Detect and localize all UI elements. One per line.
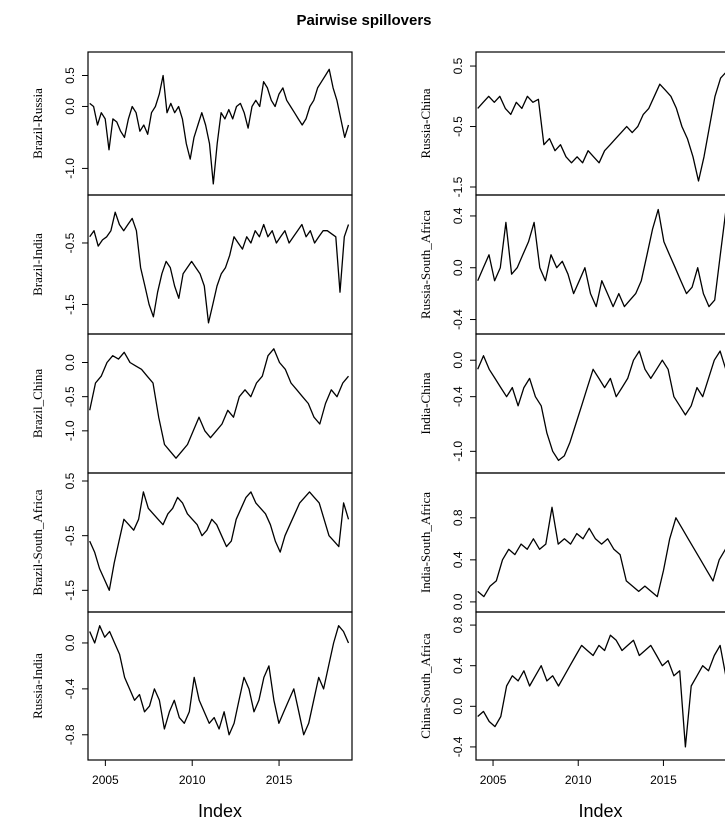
y-tick-label: -0.4 (63, 678, 77, 699)
panel-frame (87, 472, 353, 613)
panel-russia-south-africa: Russia-South_Africa -0.4 0.0 0.4 (418, 194, 725, 335)
x-axis-label: Index (578, 801, 622, 821)
panel-brazil-russia: Brazil-Russia -1.0 0.0 0.5 (30, 51, 353, 196)
panel-russia-china: Russia-China -1.5 -0.5 0.5 (418, 51, 725, 197)
y-tick-label: 0.0 (451, 593, 465, 610)
y-tick-label: -1.5 (451, 176, 465, 197)
y-tick-label: -0.5 (63, 232, 77, 253)
panel-russia-india: Russia-India -0.8 -0.4 0.0 (30, 611, 353, 761)
y-tick-label: 0.4 (451, 551, 465, 568)
y-tick-label: -1.5 (63, 294, 77, 315)
y-tick-label: -1.0 (63, 420, 77, 441)
series-line (477, 350, 725, 462)
chart-title: Pairwise spillovers (296, 12, 431, 29)
y-tick-label: 0.0 (63, 354, 77, 371)
series-line (89, 625, 350, 736)
panel-frame (475, 333, 725, 474)
y-tick-label: 0.0 (451, 698, 465, 715)
y-axis-label: Brazil-Russia (30, 88, 45, 159)
series-line (89, 211, 350, 324)
x-tick-label: 2005 (92, 773, 119, 787)
series-line (477, 72, 725, 182)
y-tick-label: 0.0 (63, 634, 77, 651)
panel-frame (475, 611, 725, 761)
series-line (89, 491, 350, 591)
panel-frame (87, 333, 353, 474)
series-line (89, 348, 349, 459)
y-tick-label: 0.5 (63, 472, 77, 489)
panel-brazil-india: Brazil-India -1.5 -0.5 (30, 194, 353, 335)
y-tick-label: 0.4 (451, 207, 465, 224)
x-tick-label: 2015 (650, 773, 677, 787)
y-tick-label: -1.0 (451, 441, 465, 462)
panel-frame (475, 194, 725, 335)
y-axis-label: Brazil-India (30, 233, 45, 296)
y-tick-label: 0.8 (451, 509, 465, 526)
y-axis-label: China-South_Africa (418, 633, 433, 739)
y-tick-label: -0.5 (451, 116, 465, 137)
y-axis-label: India-China (418, 372, 433, 434)
panel-brazil-south-africa: Brazil-South_Africa -1.5 -0.5 0.5 (30, 472, 353, 613)
panel-frame (87, 611, 353, 761)
y-axis-label: Brazil-South_Africa (30, 489, 45, 595)
series-line (89, 68, 350, 185)
panel-brazil-china: Brazil_China -1.0 -0.5 0.0 (30, 333, 353, 474)
y-tick-label: 0.5 (451, 57, 465, 74)
y-tick-label: 0.0 (63, 98, 77, 115)
x-tick-label: 2005 (480, 773, 507, 787)
x-tick-label: 2015 (266, 773, 293, 787)
panel-india-south-africa: India-South_Africa 0.0 0.4 0.8 (418, 472, 725, 613)
y-tick-label: -0.4 (451, 309, 465, 330)
series-line (477, 634, 725, 748)
y-tick-label: -1.5 (63, 580, 77, 601)
y-tick-label: -0.5 (63, 386, 77, 407)
y-tick-label: -0.4 (451, 386, 465, 407)
series-line (477, 506, 725, 598)
panel-china-south-africa: China-South_Africa -0.4 0.0 0.4 0.8 (418, 611, 725, 761)
y-tick-label: -1.0 (63, 158, 77, 179)
panel-frame (475, 51, 725, 196)
y-axis-label: Russia-South_Africa (418, 210, 433, 319)
y-tick-label: 0.5 (63, 67, 77, 84)
y-axis-label: Brazil_China (30, 369, 45, 439)
y-tick-label: 0.0 (451, 352, 465, 369)
panel-india-china: India-China -1.0 -0.4 0.0 (418, 333, 725, 474)
y-tick-label: -0.4 (451, 736, 465, 757)
x-tick-label: 2010 (565, 773, 592, 787)
y-axis-label: Russia-India (30, 653, 45, 719)
y-axis-label: India-South_Africa (418, 492, 433, 593)
y-tick-label: -0.8 (63, 724, 77, 745)
y-tick-label: 0.8 (451, 616, 465, 633)
y-tick-label: -0.5 (63, 525, 77, 546)
y-tick-label: 0.4 (451, 657, 465, 674)
x-axis-label: Index (198, 801, 242, 821)
panel-frame (87, 194, 353, 335)
y-tick-label: 0.0 (451, 259, 465, 276)
series-line (477, 208, 725, 308)
y-axis-label: Russia-China (418, 88, 433, 158)
x-tick-label: 2010 (179, 773, 206, 787)
